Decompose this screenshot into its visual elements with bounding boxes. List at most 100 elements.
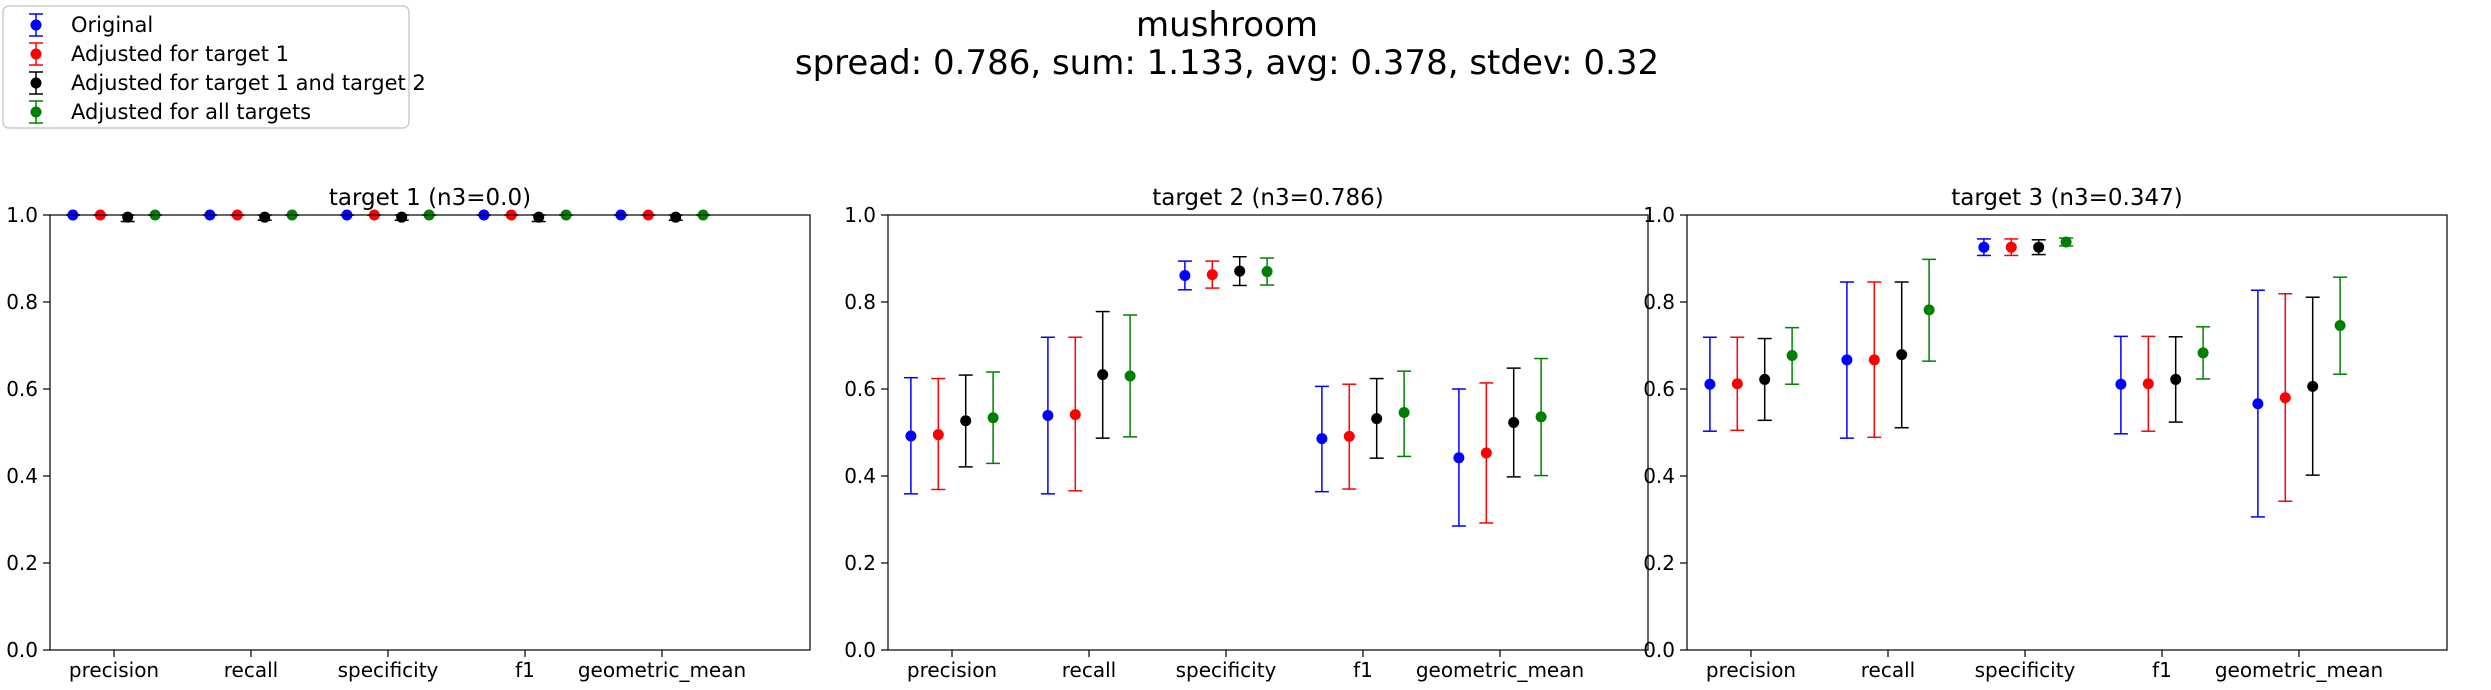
- data-point: [1978, 241, 1990, 253]
- data-point: [1868, 354, 1880, 366]
- data-point: [960, 415, 972, 427]
- series-3: [958, 256, 1521, 478]
- y-tick-label: 1.0: [6, 203, 38, 227]
- data-point: [1453, 452, 1465, 464]
- x-tick-label: f1: [2152, 658, 2172, 682]
- legend-entry: Original: [29, 13, 153, 37]
- x-tick-label: geometric_mean: [578, 658, 746, 682]
- plot-area: [65, 209, 711, 223]
- x-tick-label: specificity: [1975, 658, 2076, 682]
- data-point: [1042, 410, 1054, 422]
- series-2: [931, 260, 1494, 524]
- data-point: [2060, 236, 2072, 248]
- legend-marker: [30, 19, 42, 31]
- data-point: [2197, 347, 2209, 359]
- data-point: [1923, 304, 1935, 316]
- series-3: [1757, 239, 2320, 476]
- data-point: [1841, 354, 1853, 366]
- y-tick-label: 0.2: [1643, 551, 1675, 575]
- data-point: [1704, 378, 1716, 390]
- legend-label: Adjusted for all targets: [71, 100, 311, 124]
- legend-marker: [30, 77, 42, 89]
- x-tick-label: specificity: [1176, 658, 1277, 682]
- data-point: [1124, 370, 1136, 382]
- series-1: [903, 260, 1466, 527]
- plot-area: [903, 256, 1549, 527]
- data-point: [1786, 350, 1798, 362]
- data-point: [1069, 409, 1081, 421]
- y-tick-label: 0.0: [6, 638, 38, 662]
- y-tick-label: 0.2: [6, 551, 38, 575]
- legend-items: Original Adjusted for target 1 Adjusted fo…: [29, 13, 426, 124]
- data-point: [1371, 413, 1383, 425]
- data-point: [1480, 447, 1492, 459]
- plot-area: [1702, 236, 2348, 518]
- x-tick-label: geometric_mean: [2215, 658, 2383, 682]
- x-tick-label: precision: [907, 658, 997, 682]
- y-tick-label: 0.4: [1643, 464, 1675, 488]
- y-tick-label: 0.6: [6, 377, 38, 401]
- x-tick-label: precision: [69, 658, 159, 682]
- data-point: [1097, 369, 1109, 381]
- y-tick-label: 1.0: [1643, 203, 1675, 227]
- y-tick-label: 1.0: [844, 203, 876, 227]
- y-tick-label: 0.8: [1643, 290, 1675, 314]
- data-point: [1234, 265, 1246, 277]
- data-point: [2033, 241, 2045, 253]
- data-point: [2142, 378, 2154, 390]
- x-tick-label: precision: [1706, 658, 1796, 682]
- data-point: [2115, 378, 2127, 390]
- data-point: [932, 429, 944, 441]
- data-point: [2005, 241, 2017, 253]
- legend-marker: [30, 106, 42, 118]
- data-point: [905, 430, 917, 442]
- legend-marker: [30, 48, 42, 60]
- data-point: [259, 211, 271, 223]
- legend-entry: Adjusted for all targets: [29, 100, 311, 124]
- subplot-title: target 1 (n3=0.0): [329, 185, 531, 211]
- data-point: [2252, 398, 2264, 410]
- data-point: [2170, 373, 2182, 385]
- x-tick-label: specificity: [338, 658, 439, 682]
- y-tick-label: 0.8: [844, 290, 876, 314]
- plot-frame: [887, 214, 1649, 651]
- data-point: [1535, 411, 1547, 423]
- data-point: [1179, 269, 1191, 281]
- y-tick-label: 0.4: [6, 464, 38, 488]
- data-point: [1508, 416, 1520, 428]
- legend: Original Adjusted for target 1 Adjusted fo…: [2, 5, 426, 129]
- legend-label: Adjusted for target 1 and target 2: [71, 71, 426, 95]
- legend-label: Original: [71, 13, 153, 37]
- data-point: [987, 412, 999, 424]
- data-point: [1759, 373, 1771, 385]
- plot-frame: [49, 214, 811, 651]
- data-point: [1731, 378, 1743, 390]
- legend-label: Adjusted for target 1: [71, 42, 289, 66]
- y-tick-label: 0.8: [6, 290, 38, 314]
- x-tick-label: f1: [1353, 658, 1373, 682]
- data-point: [396, 211, 408, 223]
- plot-frame: [1686, 214, 2448, 651]
- y-tick-label: 0.6: [844, 377, 876, 401]
- data-point: [1896, 349, 1908, 361]
- series-4: [1785, 236, 2348, 385]
- subplot-1: target 1 (n3=0.0) 0.0 0.2 0.4 0.6 0.8 1.0 preci…: [6, 185, 811, 682]
- data-point: [1206, 269, 1218, 281]
- x-tick-label: recall: [1062, 658, 1116, 682]
- x-tick-label: f1: [515, 658, 535, 682]
- data-point: [1316, 433, 1328, 445]
- data-point: [533, 211, 545, 223]
- subplot-3: target 3 (n3=0.347) 0.0 0.2 0.4 0.6 0.8 1.0 pre…: [1643, 185, 2448, 682]
- x-tick-label: recall: [1861, 658, 1915, 682]
- legend-entry: Adjusted for target 1 and target 2: [29, 71, 426, 95]
- x-tick-label: geometric_mean: [1416, 658, 1584, 682]
- y-tick-label: 0.2: [844, 551, 876, 575]
- data-point: [122, 211, 134, 223]
- series-4: [986, 257, 1549, 477]
- figure-title: mushroom: [1136, 5, 1318, 45]
- data-point: [2334, 319, 2346, 331]
- data-point: [1343, 430, 1355, 442]
- data-point: [670, 211, 682, 223]
- y-tick-label: 0.0: [844, 638, 876, 662]
